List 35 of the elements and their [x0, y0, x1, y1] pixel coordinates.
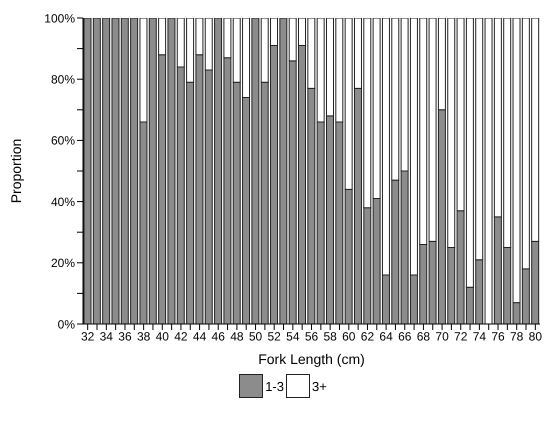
x-tick-label: 46: [212, 330, 226, 344]
legend-label: 3+: [312, 378, 327, 394]
x-tick-label: 44: [192, 330, 207, 344]
x-tick-label: 68: [416, 330, 430, 344]
y-tick-label: 100%: [44, 11, 76, 26]
x-tick-label: 66: [398, 330, 412, 344]
x-tick-label: 36: [118, 330, 132, 344]
y-tick-label: 20%: [50, 256, 76, 270]
x-tick-label: 34: [100, 330, 114, 344]
x-tick-label: 76: [491, 330, 506, 344]
y-tick-label: 40%: [50, 194, 76, 209]
x-tick-label: 78: [510, 330, 524, 344]
x-tick-label: 62: [360, 330, 374, 344]
y-tick-label: 60%: [50, 134, 76, 148]
x-tick-label: 60: [342, 330, 356, 344]
x-tick-label: 72: [454, 330, 468, 344]
x-tick-label: 42: [174, 330, 188, 344]
y-axis-title: Proportion: [8, 138, 24, 204]
y-tick-label: 0%: [58, 317, 76, 332]
x-tick-label: 58: [323, 330, 338, 344]
x-tick-label: 32: [80, 330, 95, 344]
x-tick-label: 54: [286, 330, 300, 344]
x-tick-label: 52: [268, 330, 282, 344]
x-tick-label: 64: [379, 330, 394, 344]
x-tick-label: 70: [435, 330, 450, 344]
x-tick-label: 80: [528, 330, 542, 344]
x-axis-title: Fork Length (cm): [258, 351, 365, 367]
x-tick-label: 40: [156, 330, 170, 344]
x-tick-label: 48: [230, 330, 244, 344]
legend-label: 1-3: [265, 378, 284, 394]
x-tick-label: 56: [304, 330, 318, 344]
y-tick-label: 80%: [50, 72, 76, 86]
x-tick-label: 50: [248, 330, 263, 344]
x-tick-label: 74: [472, 330, 486, 344]
x-tick-label: 38: [136, 330, 151, 344]
